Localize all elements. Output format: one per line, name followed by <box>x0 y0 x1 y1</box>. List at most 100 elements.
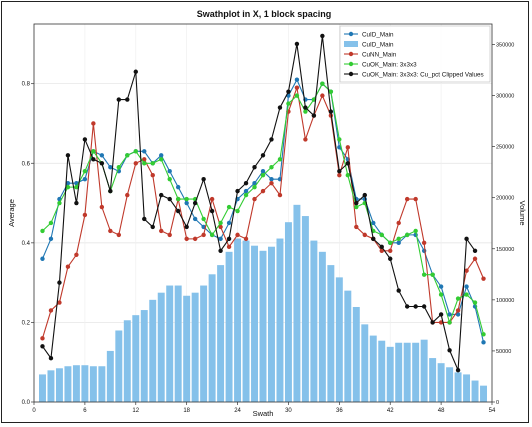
series-point <box>294 77 300 82</box>
series-point <box>252 184 257 190</box>
series-point <box>311 113 317 118</box>
volume-bar <box>149 299 157 402</box>
volume-bar <box>395 342 403 402</box>
series-point <box>40 336 45 341</box>
left-tick-label: 0.6 <box>22 161 31 167</box>
volume-bar <box>446 367 454 402</box>
x-tick-label: 36 <box>336 408 343 414</box>
series-point <box>404 196 410 202</box>
legend-marker <box>348 71 354 77</box>
series-point <box>354 224 359 230</box>
series-point <box>269 176 274 182</box>
series-point <box>82 137 88 142</box>
series-point <box>65 184 71 190</box>
series-point <box>294 93 300 98</box>
series-point <box>447 320 452 325</box>
series-point <box>438 292 444 297</box>
legend: CuID_Main CuID_Main CuNN_Main CuOK_Main: 3x… <box>339 25 491 83</box>
x-tick-label: 12 <box>132 408 139 414</box>
volume-bar <box>301 216 309 402</box>
series-point <box>294 85 300 90</box>
series-point <box>150 173 155 178</box>
x-axis-ticks: 0 6 12 18 24 30 36 42 48 54 <box>32 402 496 414</box>
right-tick-label: 100000 <box>496 298 514 304</box>
series-point <box>48 236 54 242</box>
series-point <box>320 33 325 39</box>
volume-bar <box>174 285 182 402</box>
average-lines <box>40 33 486 373</box>
series-point <box>260 173 266 178</box>
volume-bar <box>132 315 140 402</box>
series-point <box>413 304 418 309</box>
series-point <box>218 248 223 253</box>
volume-bar <box>166 285 174 402</box>
series-point <box>108 188 113 194</box>
series-point <box>201 176 206 182</box>
right-tick-label: 150000 <box>496 247 514 253</box>
series-point <box>252 180 257 186</box>
volume-bar <box>208 274 216 402</box>
volume-bar <box>480 385 487 402</box>
series-point <box>142 161 147 166</box>
series-point <box>226 220 232 226</box>
series-point <box>277 157 283 162</box>
volume-bar <box>361 324 369 402</box>
series-point <box>438 284 444 289</box>
series-point <box>142 149 147 154</box>
volume-bar <box>293 204 301 402</box>
series-point <box>421 304 427 309</box>
series-point <box>201 232 206 238</box>
right-tick-label: 0 <box>496 400 499 406</box>
series-point <box>481 340 486 345</box>
series-point <box>175 184 181 190</box>
series-point <box>345 145 351 150</box>
series-point <box>413 228 418 234</box>
series-point <box>269 165 274 170</box>
volume-bar <box>106 350 114 402</box>
left-tick-label: 0.0 <box>22 400 31 406</box>
legend-box <box>339 25 491 83</box>
series-point <box>57 280 62 285</box>
series-point <box>57 200 62 206</box>
series-point <box>354 204 359 210</box>
volume-bar <box>378 340 386 402</box>
right-tick-label: 350000 <box>496 42 514 48</box>
volume-bar <box>310 240 318 402</box>
series-point <box>430 272 435 277</box>
series-point <box>125 97 130 102</box>
series-point <box>252 165 257 170</box>
chart-title: Swathplot in X, 1 block spacing <box>197 9 332 19</box>
series-point <box>337 137 342 142</box>
series-point <box>396 288 401 293</box>
volume-bar <box>191 292 199 402</box>
volume-bar <box>471 380 479 402</box>
left-tick-label: 0.2 <box>22 320 31 326</box>
series-point <box>438 312 444 317</box>
series-point <box>125 192 130 198</box>
series-point <box>150 161 155 166</box>
series-point <box>209 196 215 202</box>
series-point <box>404 232 410 238</box>
series-point <box>184 224 189 230</box>
legend-marker <box>348 31 354 37</box>
series-point <box>396 240 401 246</box>
series-point <box>82 169 88 174</box>
series-point <box>243 180 249 186</box>
volume-bar <box>200 285 208 402</box>
volume-bar <box>98 366 106 402</box>
legend-swatch <box>344 41 358 47</box>
series-point <box>294 41 300 47</box>
legend-label: CuOK_Main: 3x3x3 <box>362 61 417 68</box>
volume-bar <box>437 363 445 402</box>
series-point <box>286 89 291 94</box>
left-tick-label: 0.8 <box>22 82 31 88</box>
series-point <box>481 332 486 337</box>
volume-bar <box>429 358 437 402</box>
legend-label: CuID_Main <box>362 31 394 38</box>
volume-bar <box>463 374 471 402</box>
volume-bar <box>242 240 250 402</box>
series-point <box>167 176 172 182</box>
volume-bar <box>64 366 72 402</box>
series-point <box>455 296 461 301</box>
series-point <box>116 232 122 238</box>
